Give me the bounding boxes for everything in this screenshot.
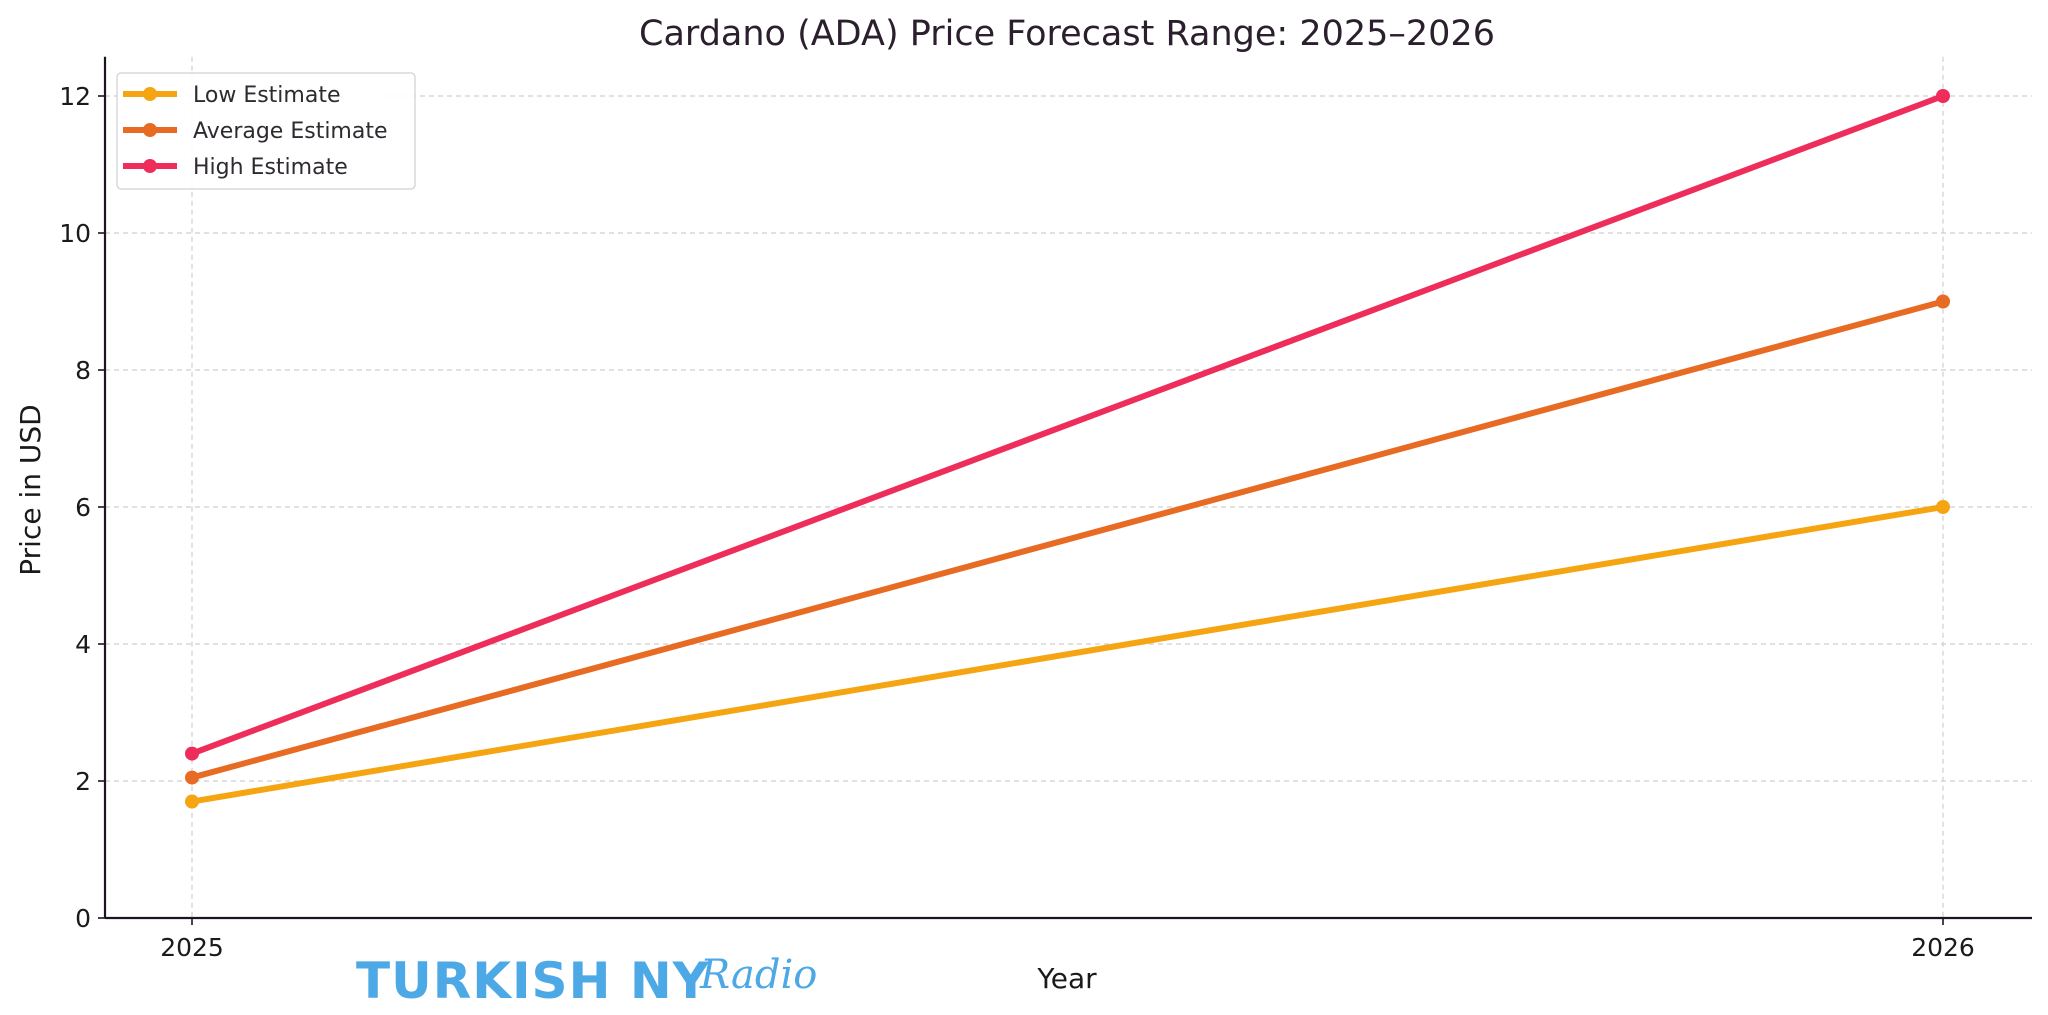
- y-tick-label: 0: [75, 904, 91, 933]
- legend-label: High Estimate: [193, 155, 348, 180]
- data-point: [1936, 294, 1950, 309]
- series-line: [189, 298, 1946, 781]
- axes: [103, 56, 2032, 920]
- legend-dot-marker: [143, 159, 157, 173]
- legend-dot-marker: [143, 87, 157, 101]
- y-tick-label: 2: [75, 767, 91, 796]
- y-tick-label: 8: [75, 356, 91, 385]
- y-tick-label: 12: [59, 82, 91, 111]
- logo-script-text: Radio: [699, 952, 817, 998]
- series-line: [189, 93, 1946, 757]
- x-axis-ticks: 2025 2026: [160, 918, 1975, 962]
- x-tick-label: 2025: [160, 933, 224, 962]
- legend: Low Estimate Average Estimate High Estimat…: [116, 72, 416, 190]
- legend-item: Low Estimate: [123, 83, 341, 108]
- legend-item: Average Estimate: [123, 119, 388, 144]
- series-low-estimate: [185, 500, 1950, 809]
- data-point: [1936, 500, 1950, 514]
- series-group: [185, 89, 1950, 809]
- series-high-estimate: [185, 89, 1950, 761]
- legend-label: Low Estimate: [193, 83, 341, 108]
- series-average-estimate: [185, 294, 1950, 785]
- grid: [105, 56, 2032, 918]
- data-point: [185, 746, 199, 761]
- data-point: [1936, 89, 1950, 103]
- watermark-logo: TURKISH NY Radio: [356, 952, 817, 1010]
- logo-main-text: TURKISH NY: [356, 952, 710, 1010]
- legend-label: Average Estimate: [193, 119, 388, 144]
- legend-dot-marker: [143, 123, 157, 137]
- y-tick-label: 4: [75, 630, 91, 659]
- y-tick-label: 6: [75, 493, 91, 522]
- chart-title: Cardano (ADA) Price Forecast Range: 2025…: [639, 14, 1495, 54]
- data-point: [185, 794, 199, 809]
- legend-frame: [116, 72, 416, 190]
- data-point: [185, 770, 199, 785]
- x-axis-label: Year: [1036, 962, 1097, 995]
- y-axis-label: Price in USD: [14, 404, 47, 575]
- series-line: [189, 504, 1946, 805]
- x-tick-label: 2026: [1911, 933, 1975, 962]
- legend-item: High Estimate: [123, 155, 348, 180]
- y-axis-ticks: 0 2 4 6 8 10 12: [59, 82, 105, 933]
- y-tick-label: 10: [59, 219, 91, 248]
